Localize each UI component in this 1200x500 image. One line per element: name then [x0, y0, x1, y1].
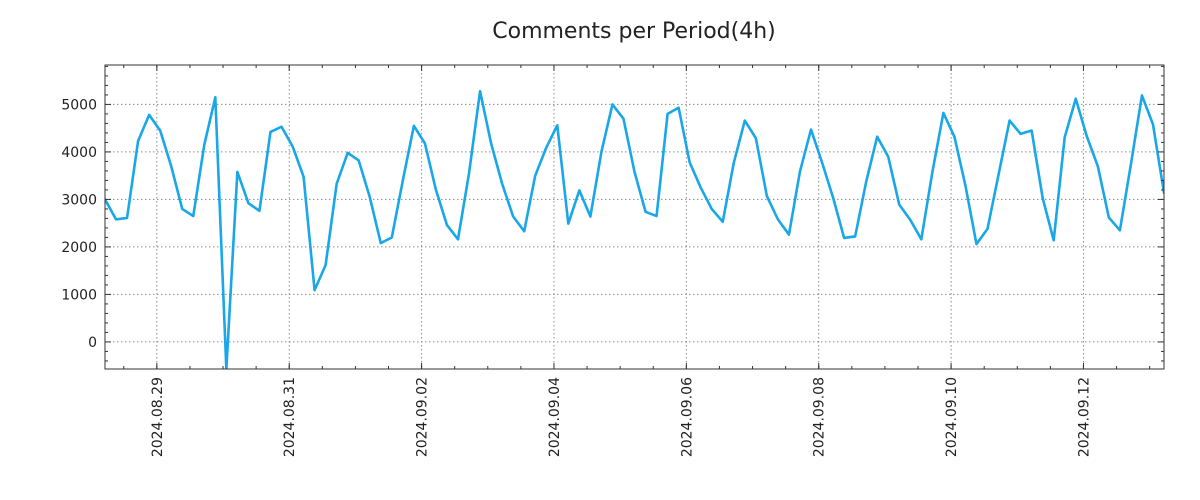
x-tick-label: 2024.09.02	[415, 377, 431, 457]
y-tick-label: 4000	[61, 145, 97, 161]
x-tick-label: 2024.09.06	[679, 377, 695, 457]
y-tick-label: 3000	[61, 192, 97, 208]
plot-area	[105, 89, 1164, 369]
y-tick-label: 5000	[61, 97, 97, 113]
x-tick-label: 2024.09.08	[812, 377, 828, 457]
x-tick-label: 2024.09.10	[944, 377, 960, 457]
grid	[105, 65, 1164, 369]
chart-title: Comments per Period(4h)	[492, 19, 776, 44]
y-tick-label: 2000	[61, 240, 97, 256]
axes: 0 1000 2000 3000 4000 5000 2024.08.29 2024.08.3…	[61, 64, 1165, 457]
y-tick-label: 0	[88, 335, 97, 351]
x-tick-label: 2024.08.29	[150, 377, 166, 457]
x-tick-label: 2024.09.12	[1076, 377, 1092, 457]
x-tick-label: 2024.09.04	[547, 377, 563, 457]
series-line-comments	[105, 89, 1164, 369]
y-tick-label: 1000	[61, 287, 97, 303]
plot-frame	[104, 64, 1165, 370]
x-tick-label: 2024.08.31	[282, 377, 298, 457]
